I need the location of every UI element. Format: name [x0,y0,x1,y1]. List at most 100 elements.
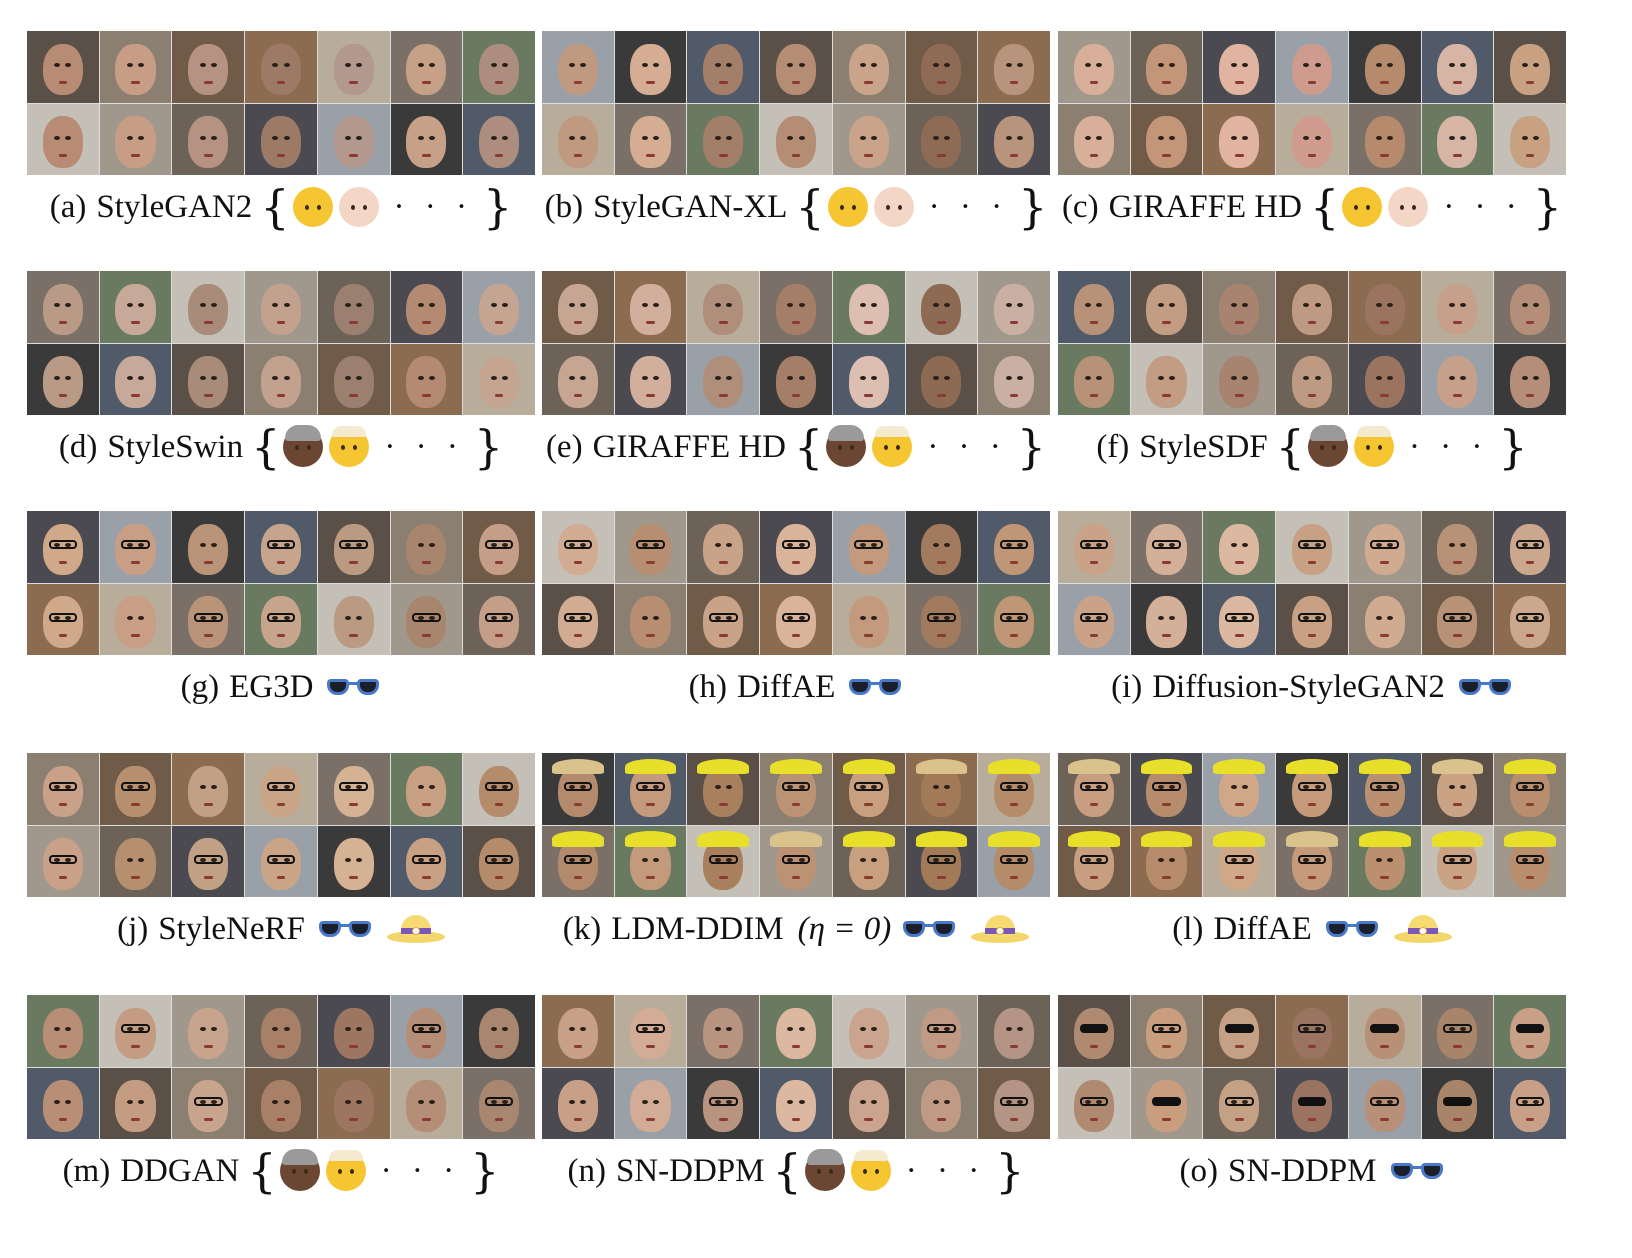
face-mouth [1307,633,1317,637]
face-eye [417,1099,424,1104]
face-eye [798,857,805,862]
face-mouth [1089,875,1099,879]
eyeglasses [854,540,884,550]
face-mouth [864,875,873,879]
eyeglasses [1297,1096,1327,1106]
figure-panel: (g) EG3D [27,511,535,731]
face-thumbnail [905,1067,978,1139]
face-head [630,523,671,576]
face-eye [653,135,660,140]
face-head [1510,356,1551,408]
face-head [1219,596,1260,648]
face-thumbnail [687,1067,760,1139]
face-thumbnail [905,583,978,655]
face-thumbnail [760,825,832,897]
face-head [921,765,962,818]
panel-label: (d) [58,428,98,465]
sun-hat-icon [1393,913,1452,945]
face-mouth [718,803,728,807]
face-thumbnail [614,31,687,103]
face-eye [1096,375,1103,380]
face-head [115,43,156,96]
eye [897,205,902,210]
face-eye [345,63,352,68]
eyeglasses [48,854,78,864]
face-head [479,356,520,408]
eyeglasses [1152,1024,1181,1034]
face-eye [787,303,794,308]
face-mouth [864,1045,873,1049]
face-thumbnail [1203,583,1276,655]
face-mouth [1525,803,1535,807]
lens [1390,1163,1413,1179]
face-thumbnail [687,271,760,343]
face-eye [54,303,61,308]
face-mouth [937,393,946,397]
face-thumbnail [463,753,535,825]
face-eye [569,303,576,308]
face-mouth [718,1045,728,1049]
close-brace: } [1532,180,1563,234]
face-mouth [646,875,655,879]
lens [348,921,371,937]
face-eye [1521,615,1528,620]
sample-grid [542,31,1050,175]
face-eye [1230,543,1237,548]
face-mouth [573,1117,583,1121]
face-head [703,596,744,648]
face-thumbnail [99,271,172,343]
sun-hat [1140,831,1193,847]
face-thumbnail [760,1067,832,1139]
figure-panel: (e) GIRAFFE HD{· · ·} [542,271,1050,491]
face-mouth [494,633,504,637]
face-eye [1230,63,1237,68]
face-head [703,765,744,818]
model-name: Diffusion-StyleGAN2 [1152,668,1445,705]
face-thumbnail [1494,825,1566,897]
face-eye [199,857,206,862]
face-thumbnail [614,583,687,655]
face-head [848,596,889,648]
face-thumbnail [1203,825,1276,897]
face-eye [1169,63,1176,68]
face-eye [1157,1027,1164,1032]
face-head [1510,1007,1551,1060]
sun-hat [842,831,895,847]
face-eye [1521,785,1528,790]
eye [1331,445,1336,450]
panel-label: (n) [567,1152,606,1189]
face-eye [199,135,206,140]
face-eye [283,543,290,548]
face-eye [1016,857,1023,862]
face-head [479,283,520,336]
figure-panel: (l) DiffAE [1058,753,1566,973]
face-mouth [131,153,140,157]
face-mouth [573,81,583,85]
face-eye [1016,543,1023,548]
face-head [406,765,447,818]
close-brace: } [470,1144,500,1198]
face-eye [272,303,279,308]
face-mouth [131,1117,140,1121]
eyeglasses [708,854,738,864]
face-thumbnail [27,31,99,103]
eyeglasses [927,1024,956,1034]
face-head [115,765,156,818]
face-eye [138,375,145,380]
face-mouth [1009,1117,1019,1121]
bridge [339,924,350,927]
face-eye [283,857,290,862]
face-eye [1096,543,1103,548]
face-mouth [1525,875,1535,879]
face-mouth [1307,1045,1317,1049]
face-head [557,283,598,336]
face-mouth [646,803,655,807]
face-head [260,356,302,408]
face-eye [860,135,867,140]
face-eye [417,1027,424,1032]
face-eye [1448,303,1455,308]
eye [307,445,312,450]
face-eye [283,785,290,790]
face-head [260,838,302,890]
